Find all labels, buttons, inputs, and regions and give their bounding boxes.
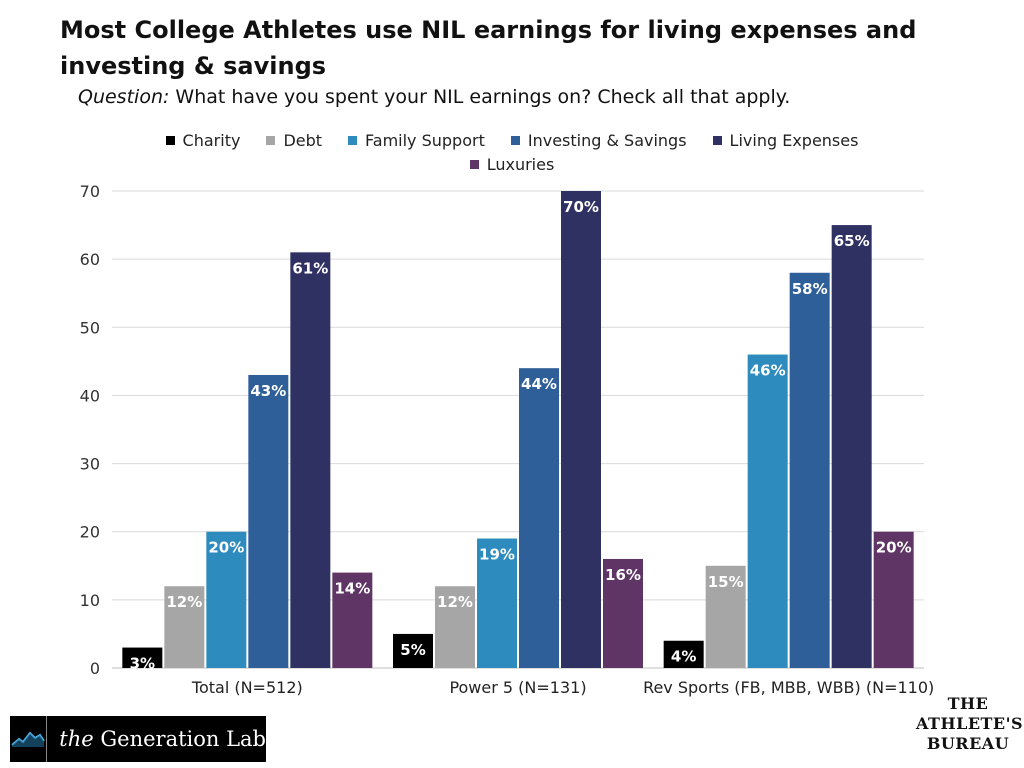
bar-debt bbox=[705, 565, 746, 668]
bar-living-expenses bbox=[561, 191, 601, 668]
y-tick-label: 20 bbox=[80, 523, 100, 542]
data-label: 15% bbox=[708, 573, 744, 591]
y-tick-label: 10 bbox=[80, 591, 100, 610]
y-tick-label: 0 bbox=[90, 659, 100, 678]
data-label: 12% bbox=[166, 593, 202, 611]
x-category-label: Total (N=512) bbox=[191, 678, 303, 697]
bar-debt bbox=[164, 586, 205, 668]
bar-luxuries bbox=[603, 558, 643, 668]
bar-investing-savings bbox=[248, 374, 289, 668]
data-label: 4% bbox=[671, 648, 696, 666]
bar-luxuries bbox=[873, 531, 914, 668]
y-tick-label: 60 bbox=[80, 250, 100, 269]
data-label: 46% bbox=[750, 362, 786, 380]
athletes-bureau-line3: BUREAU bbox=[926, 734, 1010, 753]
legend-row-1: Charity Debt Family Support Investing & … bbox=[0, 128, 1024, 152]
legend-swatch-family-support bbox=[348, 135, 358, 145]
y-tick-label: 40 bbox=[80, 386, 100, 405]
bar-investing-savings bbox=[789, 272, 830, 668]
data-label: 12% bbox=[437, 593, 473, 611]
question-label: Question: bbox=[78, 86, 170, 108]
bar-living-expenses bbox=[290, 252, 331, 669]
chart-subtitle: Question: What have you spent your NIL e… bbox=[78, 86, 790, 108]
legend-swatch-charity bbox=[165, 135, 175, 145]
legend-swatch-investing-savings bbox=[510, 135, 520, 145]
bar-investing-savings bbox=[519, 368, 559, 668]
data-label: 58% bbox=[792, 280, 828, 298]
bar-charity bbox=[122, 647, 163, 668]
legend-label-investing-savings: Investing & Savings bbox=[527, 130, 687, 150]
bar-charity bbox=[663, 640, 704, 668]
question-text: What have you spent your NIL earnings on… bbox=[169, 86, 791, 108]
chart-title: Most College Athletes use NIL earnings f… bbox=[60, 16, 917, 80]
bar-charity bbox=[393, 633, 433, 668]
generation-lab-logo: the Generation Lab bbox=[10, 716, 266, 762]
data-label: 43% bbox=[250, 382, 286, 400]
legend-swatch-living-expenses bbox=[712, 135, 722, 145]
y-tick-label: 50 bbox=[80, 318, 100, 337]
data-label: 16% bbox=[605, 566, 641, 584]
legend-item-investing-savings: Investing & Savings bbox=[510, 130, 687, 150]
legend-label-family-support: Family Support bbox=[365, 130, 485, 150]
generation-lab-wordmark: the Generation Lab bbox=[47, 727, 266, 751]
legend-label-living-expenses: Living Expenses bbox=[729, 130, 859, 150]
legend-label-debt: Debt bbox=[283, 130, 323, 150]
athletes-bureau-logo: THE ATHLETE'S BUREAU bbox=[916, 694, 1024, 754]
data-label: 20% bbox=[208, 539, 244, 557]
data-label: 19% bbox=[479, 546, 515, 564]
legend-label-luxuries: Luxuries bbox=[486, 154, 555, 174]
bar-debt bbox=[435, 586, 475, 668]
legend-label-charity: Charity bbox=[182, 130, 241, 150]
legend-item-debt: Debt bbox=[266, 131, 322, 150]
data-label: 20% bbox=[876, 539, 912, 557]
athletes-bureau-line2: ATHLETE'S bbox=[916, 714, 1024, 733]
y-tick-label: 30 bbox=[80, 455, 100, 474]
data-label: 61% bbox=[292, 259, 328, 277]
legend-item-family-support: Family Support bbox=[348, 131, 485, 150]
generation-lab-name: Generation Lab bbox=[100, 727, 266, 751]
legend-swatch-luxuries bbox=[469, 159, 479, 169]
data-label: 14% bbox=[334, 580, 370, 598]
legend-item-living-expenses: Living Expenses bbox=[712, 130, 859, 150]
y-tick-label: 70 bbox=[80, 182, 100, 201]
data-label: 70% bbox=[563, 198, 599, 216]
legend-row-2: Luxuries bbox=[0, 152, 1024, 176]
generation-lab-prefix: the bbox=[59, 727, 94, 751]
data-label: 3% bbox=[130, 655, 155, 673]
mountain-icon bbox=[10, 716, 48, 762]
bar-family-support bbox=[477, 538, 517, 668]
x-category-label: Power 5 (N=131) bbox=[449, 678, 586, 697]
bar-family-support bbox=[206, 531, 247, 668]
legend-item-luxuries: Luxuries bbox=[469, 154, 555, 174]
legend-item-charity: Charity bbox=[165, 130, 241, 150]
data-label: 65% bbox=[834, 232, 870, 250]
athletes-bureau-line1: THE bbox=[947, 694, 989, 713]
bar-luxuries bbox=[332, 572, 373, 668]
bar-living-expenses bbox=[831, 225, 872, 669]
bar-family-support bbox=[747, 354, 788, 668]
x-category-label: Rev Sports (FB, MBB, WBB) (N=110) bbox=[643, 678, 934, 697]
chart-legend: Charity Debt Family Support Investing & … bbox=[0, 128, 1024, 176]
legend-swatch-debt bbox=[266, 135, 276, 145]
data-label: 5% bbox=[400, 641, 425, 659]
data-label: 44% bbox=[521, 375, 557, 393]
